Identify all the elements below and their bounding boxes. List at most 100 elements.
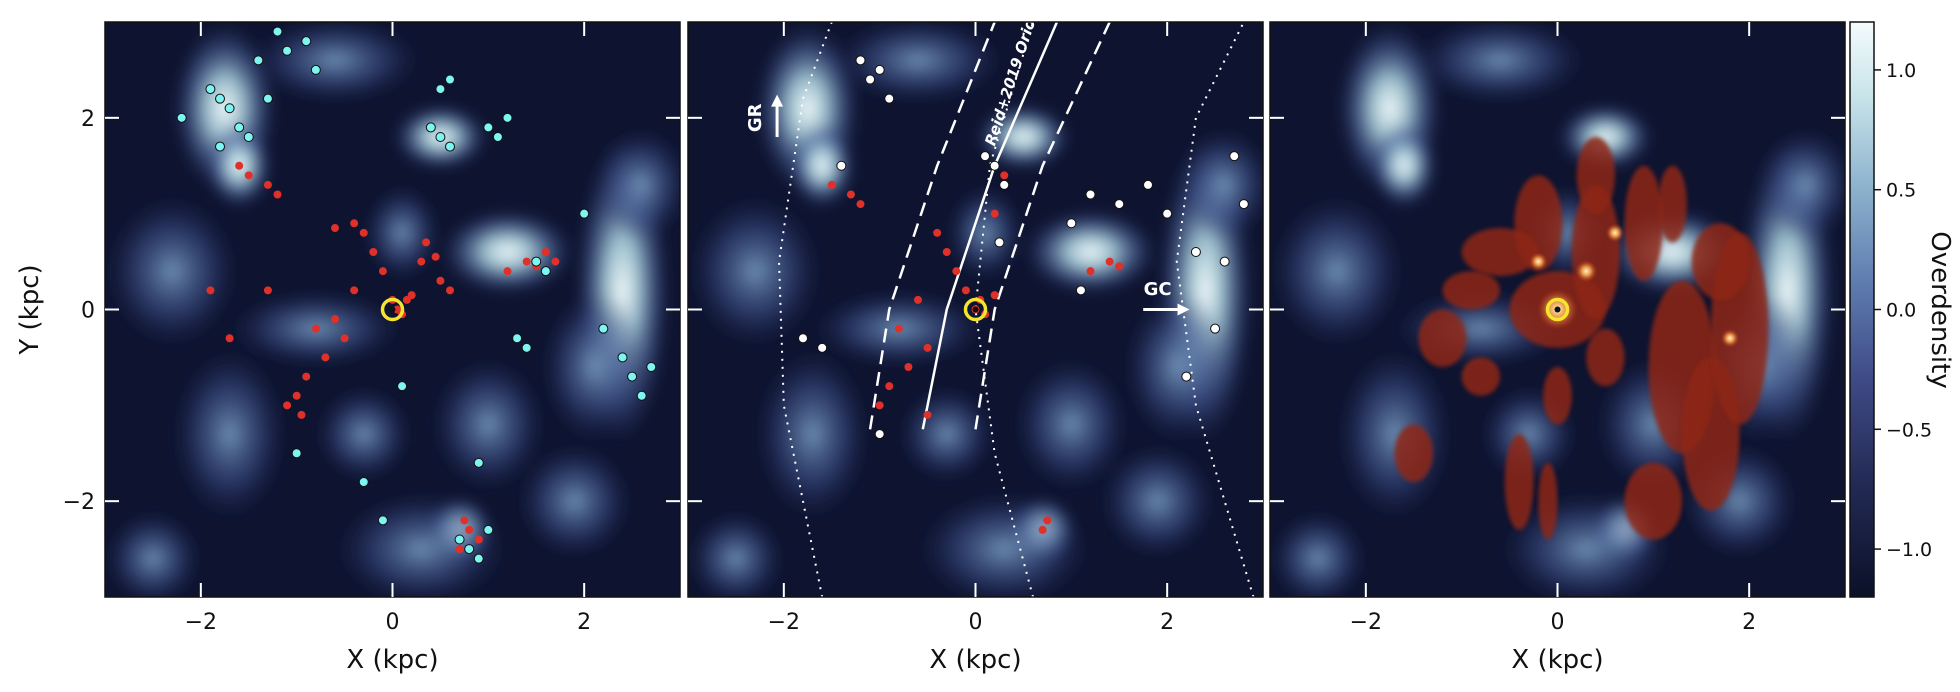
scatter-point [617,352,628,363]
scatter-point [1181,371,1192,382]
x-axis-label: X (kpc) [929,645,1021,675]
density-blob [831,22,1005,104]
scatter-point [990,209,999,218]
density-blob [517,443,633,559]
scatter-point [378,267,387,276]
scatter-point [999,179,1010,190]
scatter-series [798,55,1249,440]
panel-right: −2 0 2 X (kpc) [1269,21,1846,675]
colorbar-label: Overdensity [1925,231,1955,388]
dust-clump [1461,357,1501,396]
scatter-point [989,160,1000,171]
scatter-point [215,141,225,152]
density-blob [1023,208,1158,296]
scatter-point [836,160,847,171]
scatter-point [503,267,512,276]
scatter-point [904,363,913,371]
gc-label: GC [1144,279,1172,300]
scatter-point [994,237,1005,248]
density-blob [593,127,680,243]
scatter-point [483,524,494,535]
scatter-point [894,324,903,333]
sun-symbol [380,297,405,322]
gr-label: GR [745,103,766,132]
scatter-point [1114,199,1125,210]
dust-clump [1586,328,1625,387]
density-blob [1270,194,1405,348]
density-blob [172,347,288,521]
density-blob [1100,443,1216,559]
scatter-point [1190,247,1201,257]
scatter-point [445,74,455,85]
density-blob [918,491,1091,597]
scatter-point [1000,171,1009,180]
dust-clump [1418,309,1467,367]
density-blob [105,194,240,348]
scatter-point [521,342,532,353]
colorbar-gradient [1849,21,1875,598]
dust-clump [1571,184,1620,320]
scatter-point [961,286,970,295]
x-tick-label: 0 [1551,610,1565,635]
scatter-point [282,45,293,56]
scatter-point [636,390,647,401]
scatter-point [1229,151,1240,162]
scatter-point [263,286,272,295]
dust-hotspot [1605,223,1625,243]
scatter-point [435,132,446,142]
scatter-point [980,151,991,162]
scatter-point [483,122,494,133]
sun-symbol [963,297,988,322]
scatter-series [206,161,560,554]
scatter-point [358,477,369,487]
scatter-point [473,553,484,564]
colorbar-tick-label: 0.5 [1886,180,1916,202]
scatter-point [1105,257,1114,266]
scatter-point [817,342,828,353]
colorbar-tick-label: −0.5 [1886,419,1932,441]
x-tick-label: 2 [577,610,591,635]
scatter-point [474,535,483,544]
gr-arrow-head [771,94,784,107]
scatter-point [311,324,320,333]
scatter-point [460,516,469,525]
scatter-point [1219,256,1230,267]
scatter-point [425,122,436,133]
scatter-point [865,74,876,85]
scatter-point [541,248,550,256]
scatter-point [846,190,855,199]
density-blob [946,184,1024,281]
density-blob [688,194,823,348]
colorbar-tick-label: −1.0 [1886,539,1932,561]
gc-arrow-head [1177,303,1190,316]
density-blob [1758,127,1845,243]
sun-symbol [1545,297,1570,322]
dust-clump [1504,434,1534,530]
scatter-point [455,545,464,554]
dust-clump [1442,271,1500,310]
scatter-point [923,343,932,352]
density-blob [1124,290,1230,444]
scatter-point [253,55,264,66]
dust-clump [1543,367,1572,425]
dust-hotspot [1574,259,1598,283]
scatter-point [855,55,866,66]
scatter-point [1086,267,1095,276]
scatter-point [331,224,339,233]
x-axis-label: X (kpc) [1511,645,1603,675]
scatter-point [297,410,306,419]
scatter-point [531,256,542,267]
scatter-point [933,228,942,237]
scatter-point [827,180,836,189]
scatter-point [1075,285,1086,296]
scatter-point [446,286,454,295]
scatter-point [492,132,503,142]
scatter-point [445,141,455,152]
density-blob [755,347,871,521]
scatter-point [422,238,431,247]
density-blob [688,510,784,597]
x-tick-label: −2 [1350,610,1382,635]
y-tick-label: −2 [63,490,95,515]
colorbar-tick-label: 1.0 [1886,60,1916,82]
